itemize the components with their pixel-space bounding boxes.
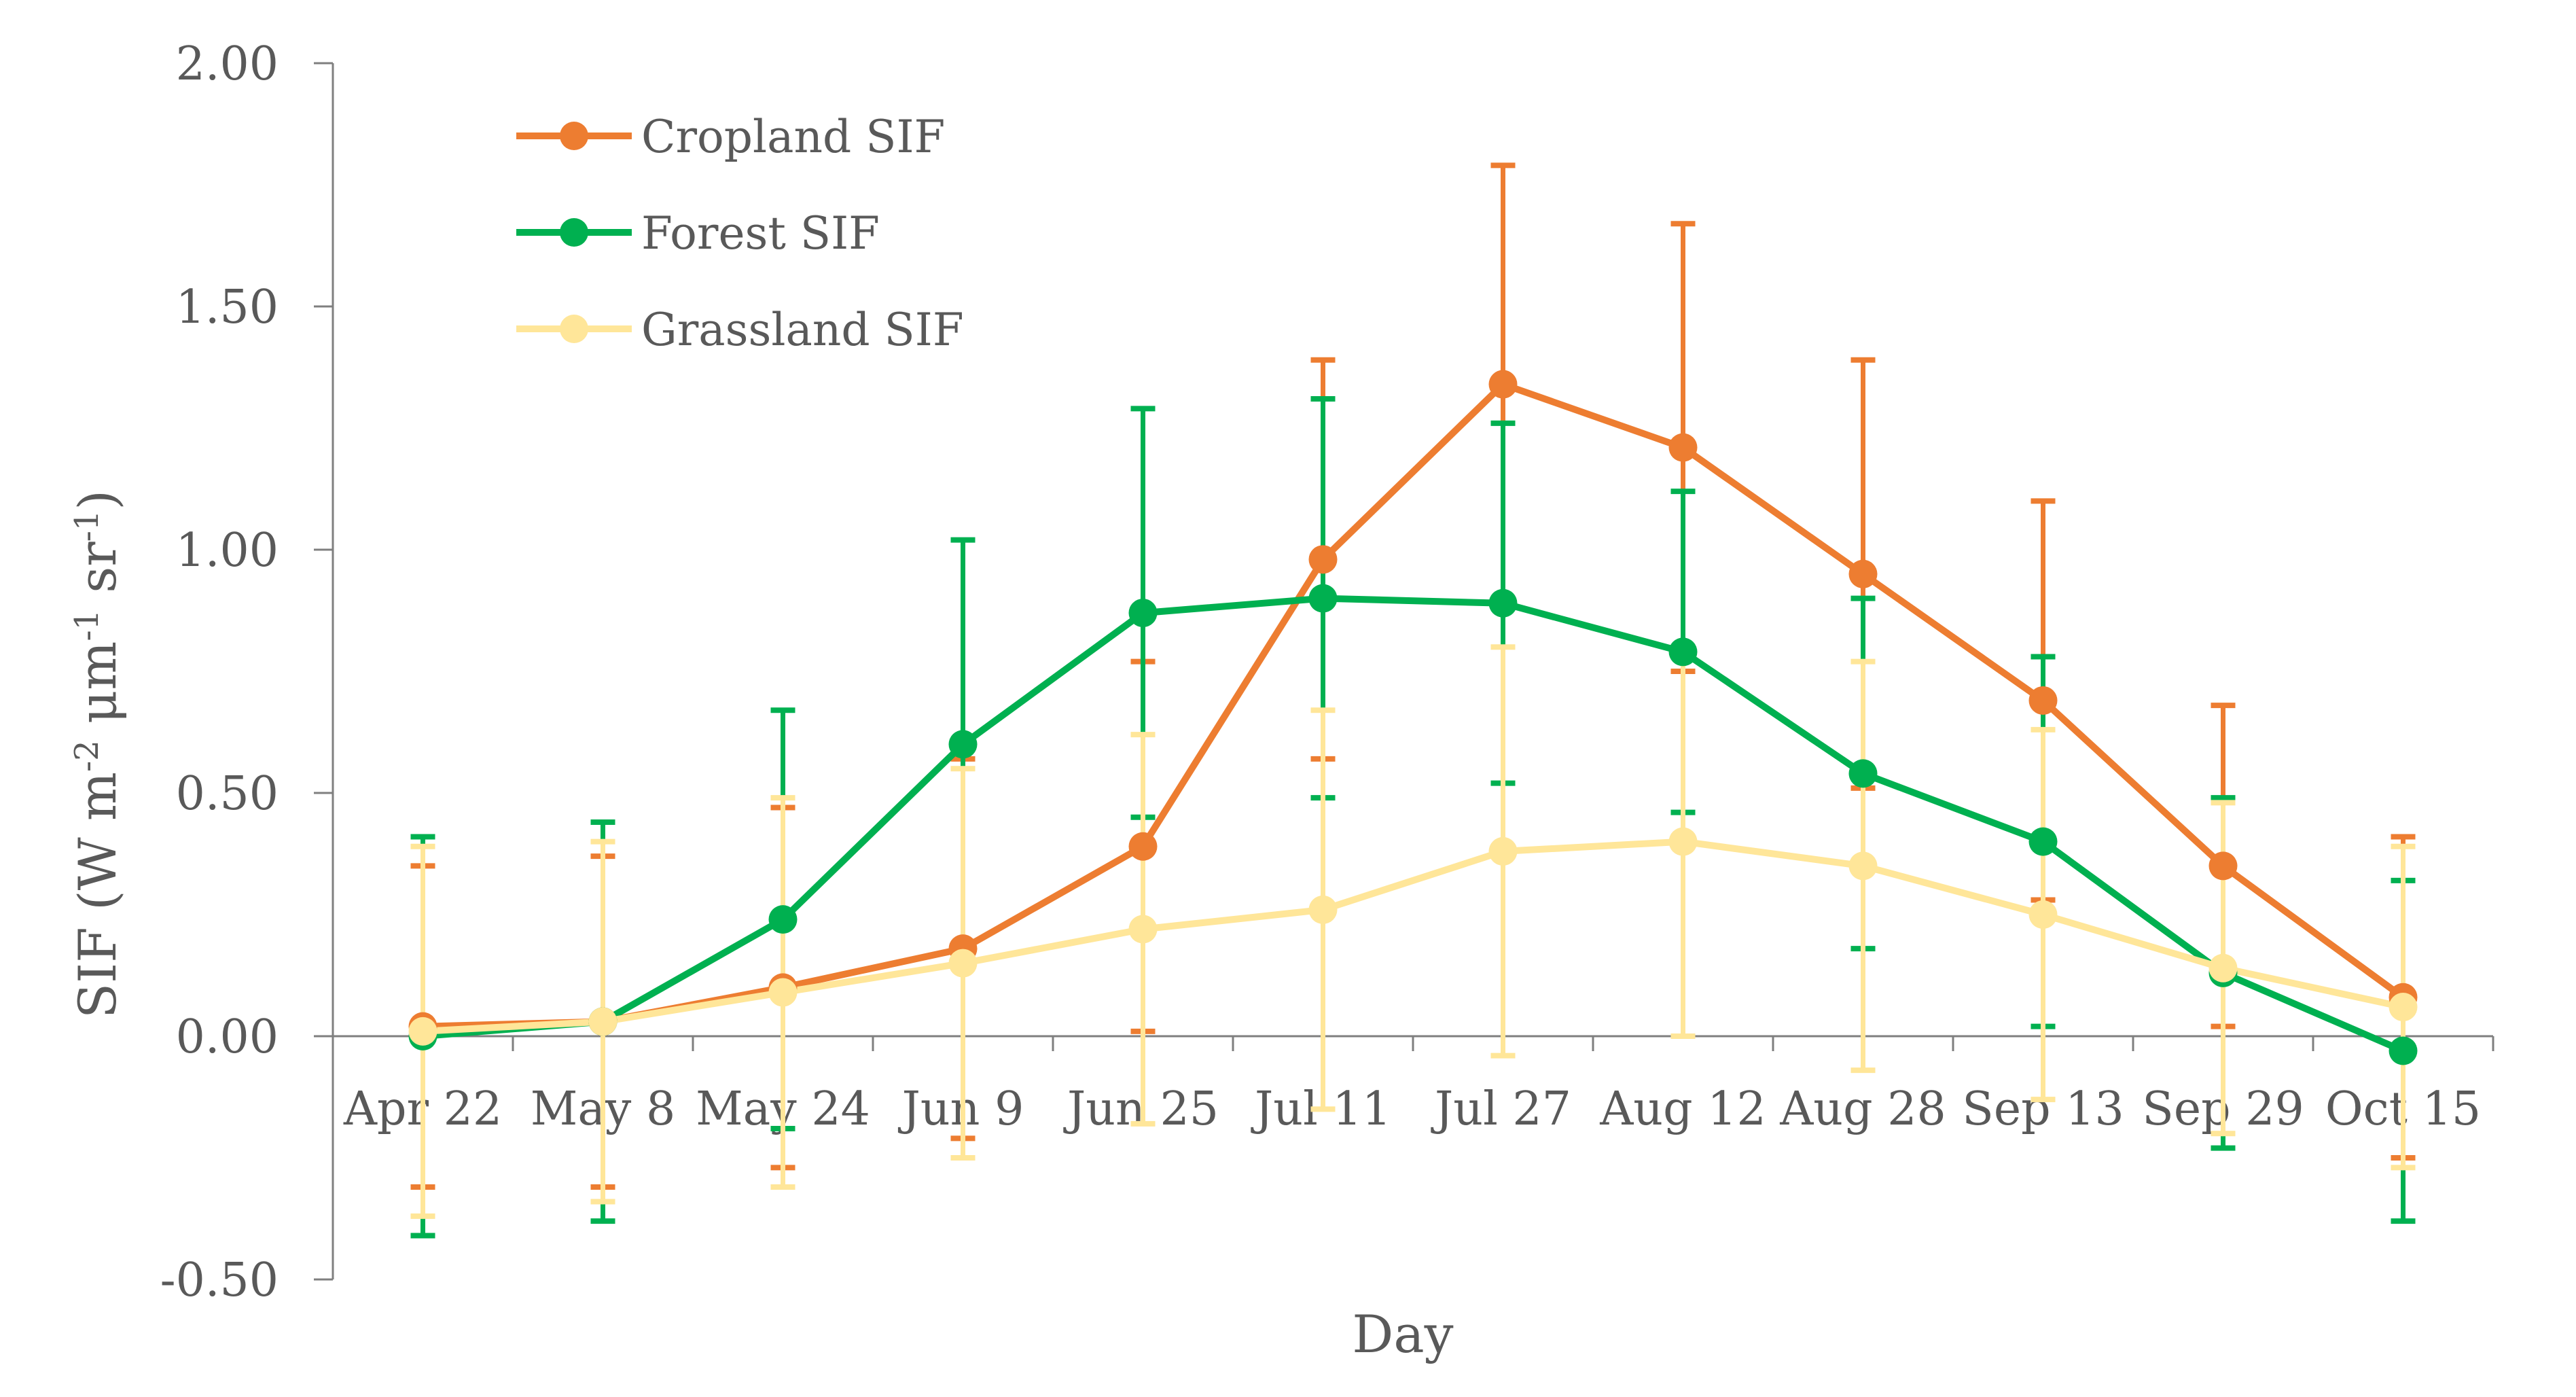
data-point [1668,637,1698,667]
data-point [2028,827,2058,856]
data-point [1668,433,1698,462]
data-point [408,1016,437,1046]
data-point [588,1007,618,1036]
y-ticks: -0.50 0.00 0.50 1.00 1.50 2.00 [160,37,333,1307]
y-tick-label: 2.00 [176,37,279,91]
y-axis-title-prefix: SIF (W m [67,772,128,1019]
data-point [948,949,978,978]
series-line-2 [423,838,2404,1035]
data-point [948,730,978,759]
data-point [1848,559,1878,588]
data-point [768,905,798,934]
series-lines [423,381,2405,1055]
data-point [1128,915,1158,944]
series-line-0 [423,381,2405,1030]
x-tick-label: Aug 12 [1599,1082,1766,1136]
data-point [2389,1036,2418,1065]
data-point [1848,851,1878,881]
y-axis-title-mid1: μm [67,641,128,741]
y-axis-title-suffix: ) [67,490,128,510]
data-point [1488,836,1518,866]
data-point [1488,588,1518,618]
x-tick-label: Aug 28 [1779,1082,1946,1136]
series-line-1 [423,595,2405,1055]
data-point [2028,900,2058,929]
y-axis-title-exp1: -2 [68,740,106,772]
y-axis-title: SIF (W m-2 μm-1 sr-1) [67,490,128,1019]
legend-swatch-marker [560,122,588,150]
series-markers [408,370,2418,1065]
data-point [2389,993,2418,1022]
y-axis-title-exp2: -1 [68,609,106,641]
data-point [1668,827,1698,856]
legend-label: Grassland SIF [641,304,964,356]
y-tick-label: 1.50 [176,281,279,334]
legend-swatch-marker [560,218,588,247]
data-point [2028,686,2058,715]
y-tick-label: 0.00 [176,1010,279,1064]
x-tick-label: Jul 27 [1431,1082,1571,1136]
y-axis-title-exp3: -1 [68,510,106,542]
legend-label: Cropland SIF [641,111,945,163]
data-point [768,978,798,1007]
data-point [1308,895,1338,924]
data-point [1128,832,1158,861]
y-tick-label: -0.50 [160,1254,279,1307]
data-point [1128,599,1158,628]
data-point [1488,370,1518,399]
legend-swatch-marker [560,315,588,343]
y-tick-label: 0.50 [176,767,279,821]
legend: Cropland SIF Forest SIF Grassland SIF [516,111,964,356]
data-point [1308,584,1338,613]
x-ticks: Apr 22 May 8 May 24 Jun 9 Jun 25 Jul 11 Jul 27… [332,1036,2494,1136]
y-tick-label: 1.00 [176,524,279,578]
data-point [1848,759,1878,788]
y-axis-title-mid2: sr [67,542,128,609]
data-point [1308,545,1338,574]
legend-label: Forest SIF [641,207,880,260]
data-point [2208,953,2238,983]
x-axis-title: Day [1352,1304,1453,1364]
data-point [2208,851,2238,881]
